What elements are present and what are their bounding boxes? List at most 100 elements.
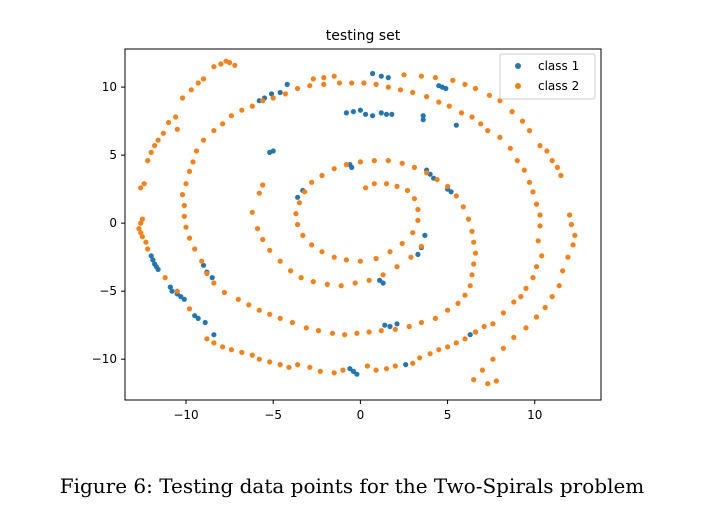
point-class-2	[286, 364, 292, 370]
point-class-2	[218, 61, 224, 67]
point-class-2	[309, 179, 315, 185]
point-class-2	[342, 332, 348, 338]
point-class-2	[179, 192, 186, 198]
point-class-2	[307, 364, 313, 370]
point-class-2	[174, 288, 180, 294]
point-class-2	[204, 270, 210, 277]
point-class-2	[411, 164, 417, 170]
y-tick-label: 5	[109, 148, 117, 162]
point-class-2	[249, 209, 255, 215]
point-class-2	[378, 328, 384, 334]
point-class-2	[394, 264, 400, 270]
point-class-1	[389, 111, 395, 117]
point-class-1	[383, 111, 390, 117]
point-class-2	[331, 254, 337, 260]
point-class-2	[485, 128, 491, 134]
point-class-2	[329, 330, 336, 336]
point-class-2	[295, 362, 301, 368]
chart-title: testing set	[326, 28, 401, 44]
point-class-2	[549, 158, 555, 164]
point-class-2	[321, 75, 327, 81]
point-class-2	[199, 258, 205, 264]
point-class-2	[410, 230, 416, 236]
point-class-2	[500, 310, 506, 316]
point-class-2	[336, 80, 343, 86]
point-class-2	[485, 381, 491, 387]
point-class-2	[519, 118, 526, 124]
point-class-2	[472, 250, 479, 256]
point-class-2	[139, 234, 145, 240]
point-class-1	[394, 321, 400, 327]
point-class-2	[239, 107, 245, 113]
point-class-2	[183, 224, 189, 230]
point-class-2	[436, 99, 442, 105]
point-class-2	[349, 80, 355, 86]
point-class-2	[188, 87, 194, 93]
point-class-2	[445, 307, 451, 313]
point-class-2	[186, 235, 193, 241]
point-class-2	[417, 355, 423, 361]
point-class-2	[162, 275, 168, 281]
legend: class 1 class 2	[499, 53, 596, 100]
point-class-1	[420, 117, 426, 123]
point-class-2	[200, 137, 207, 143]
point-class-2	[526, 128, 533, 134]
figure-caption: Figure 6: Testing data points for the Tw…	[59, 474, 645, 498]
point-class-2	[256, 307, 262, 313]
point-class-1	[148, 253, 154, 259]
point-class-2	[418, 243, 424, 249]
point-class-1	[277, 89, 283, 96]
point-class-2	[434, 177, 440, 183]
point-class-2	[246, 302, 252, 308]
point-class-2	[521, 167, 527, 173]
point-class-1	[350, 109, 356, 115]
point-class-1	[377, 277, 383, 283]
point-class-2	[399, 160, 405, 166]
point-class-2	[394, 183, 400, 189]
point-class-1	[267, 149, 273, 155]
point-class-2	[539, 253, 545, 259]
y-tick-label: 0	[109, 216, 117, 230]
point-class-2	[514, 158, 520, 164]
point-class-2	[363, 185, 369, 191]
point-class-2	[321, 81, 327, 87]
point-class-2	[220, 121, 226, 127]
point-class-2	[392, 326, 398, 332]
point-class-2	[331, 73, 337, 79]
point-class-1	[387, 323, 393, 330]
point-class-2	[530, 189, 536, 195]
point-class-2	[427, 351, 433, 357]
point-class-2	[293, 211, 299, 217]
point-class-1	[448, 189, 454, 195]
point-class-2	[138, 220, 144, 226]
point-class-2	[309, 242, 315, 248]
point-class-2	[361, 80, 367, 86]
point-class-2	[469, 272, 475, 278]
point-class-2	[518, 294, 524, 300]
point-class-2	[227, 60, 233, 66]
point-class-2	[288, 268, 294, 274]
point-class-2	[186, 168, 193, 174]
point-class-2	[500, 345, 506, 351]
point-class-2	[401, 72, 407, 78]
point-class-2	[282, 91, 288, 97]
x-tick-label: 0	[357, 408, 365, 422]
point-class-2	[256, 356, 262, 362]
point-class-2	[364, 363, 370, 369]
point-class-2	[324, 281, 330, 287]
point-class-2	[211, 340, 217, 346]
point-class-2	[256, 190, 262, 196]
point-class-1	[354, 371, 360, 377]
point-class-1	[209, 275, 215, 281]
point-class-2	[493, 378, 499, 384]
point-class-2	[235, 296, 241, 302]
point-class-2	[479, 367, 485, 373]
point-class-2	[145, 246, 151, 252]
point-class-2	[542, 304, 548, 311]
point-class-2	[220, 344, 226, 350]
point-class-2	[155, 137, 161, 143]
point-class-2	[193, 148, 200, 154]
x-tick-label: 10	[527, 408, 542, 422]
point-class-2	[200, 76, 207, 82]
point-class-2	[310, 76, 316, 82]
